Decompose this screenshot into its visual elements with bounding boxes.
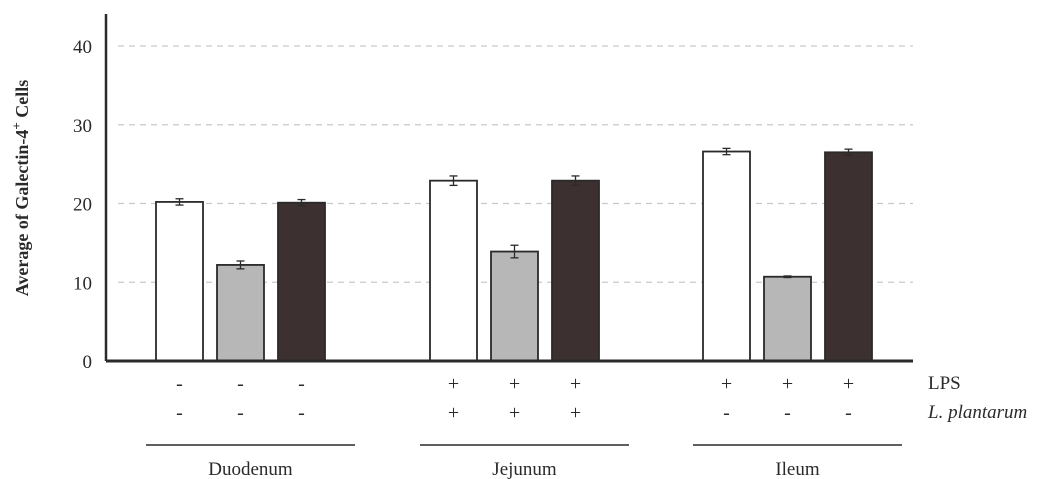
- group-label: Duodenum: [208, 459, 293, 479]
- axes: [104, 14, 913, 363]
- y-tick-labels: 0 10 20 30 40: [73, 37, 92, 373]
- lps-sign: -: [176, 373, 183, 395]
- bar: [216, 264, 265, 362]
- group-label: Jejunum: [492, 459, 557, 479]
- group-label: Ileum: [775, 459, 820, 479]
- lps-sign: +: [570, 373, 581, 395]
- lp-sign: +: [570, 402, 581, 424]
- lps-sign: -: [237, 373, 244, 395]
- bar: [551, 179, 600, 362]
- lp-sign: +: [448, 402, 459, 424]
- lps-sign: -: [298, 373, 305, 395]
- error-bars: [175, 147, 853, 279]
- lps-sign: +: [843, 373, 854, 395]
- treatment-signs: - - - - - - + + + + + + + - + - + -: [176, 373, 854, 424]
- y-tick-label: 20: [73, 195, 92, 216]
- y-axis-label: Average of Galectin-4+ Cells: [9, 80, 32, 297]
- lp-sign: -: [176, 402, 183, 424]
- y-tick-label: 40: [73, 37, 92, 58]
- lp-sign: -: [298, 402, 305, 424]
- lp-sign: -: [237, 402, 244, 424]
- gridlines: [118, 45, 913, 283]
- lps-row-label: LPS: [928, 373, 961, 394]
- group-lines: Duodenum Jejunum Ileum: [146, 444, 902, 479]
- lp-row-label: L. plantarum: [927, 402, 1027, 423]
- bar: [490, 250, 539, 362]
- y-tick-label: 30: [73, 116, 92, 137]
- bar: [763, 275, 812, 362]
- bars: [155, 150, 873, 362]
- y-tick-label: 10: [73, 273, 92, 294]
- lp-sign: +: [509, 402, 520, 424]
- bar: [155, 201, 204, 362]
- lp-sign: -: [784, 402, 791, 424]
- bar: [429, 179, 478, 362]
- y-tick-label: 0: [83, 352, 93, 373]
- lps-sign: +: [782, 373, 793, 395]
- lps-sign: +: [509, 373, 520, 395]
- lp-sign: -: [845, 402, 852, 424]
- lps-sign: +: [448, 373, 459, 395]
- bar: [702, 150, 751, 362]
- bar: [824, 151, 873, 362]
- lps-sign: +: [721, 373, 732, 395]
- lp-sign: -: [723, 402, 730, 424]
- bar: [277, 201, 326, 362]
